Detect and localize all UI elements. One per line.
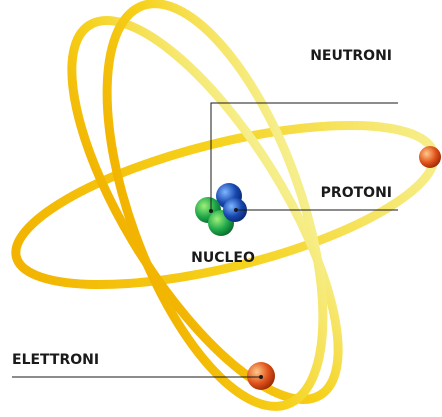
atom-diagram: NEUTRONI PROTONI NUCLEO ELETTRONI xyxy=(0,0,442,417)
leader-dot xyxy=(259,375,263,379)
electron xyxy=(419,146,441,168)
neutrons-label: NEUTRONI xyxy=(310,48,392,64)
protons-label: PROTONI xyxy=(321,185,392,201)
page: NEUTRONI PROTONI NUCLEO ELETTRONI (() =>… xyxy=(0,0,442,417)
leader-dot xyxy=(209,209,213,213)
nucleus-label: NUCLEO xyxy=(191,250,255,266)
leader-dot xyxy=(234,208,238,212)
electrons-label: ELETTRONI xyxy=(12,352,99,368)
